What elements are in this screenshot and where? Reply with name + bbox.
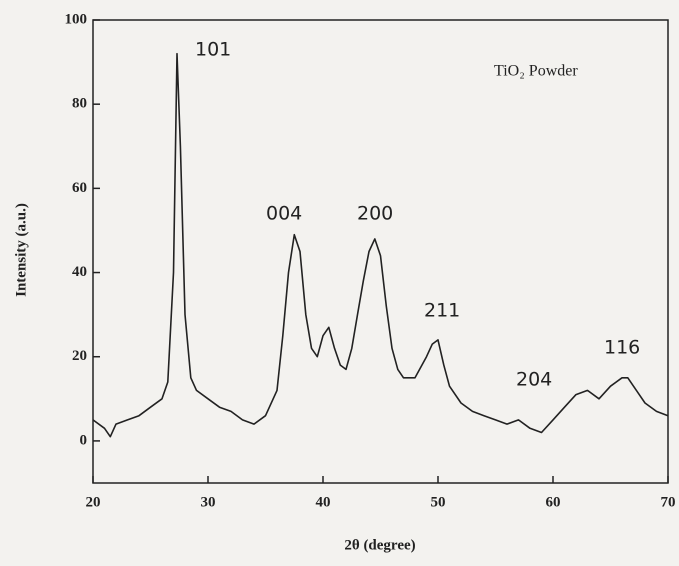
data-line [92, 52, 669, 438]
annotation: 204 [516, 369, 552, 391]
y-tick-label: 60 [72, 180, 87, 196]
annotation: 101 [195, 39, 231, 61]
x-tick-label: 40 [316, 494, 331, 510]
x-tick-label: 60 [546, 494, 561, 510]
x-tick-label: 70 [661, 494, 676, 510]
y-tick-label: 20 [72, 348, 87, 364]
annotation: TiO₂ Powder [494, 63, 578, 80]
x-tick-label: 50 [431, 494, 446, 510]
y-axis-label: Intensity (a.u.) [13, 203, 29, 297]
y-tick-label: 100 [65, 11, 88, 27]
annotation: 004 [266, 203, 302, 225]
x-tick-label: 30 [201, 494, 216, 510]
x-axis-label: 2θ (degree) [344, 537, 415, 553]
plot-frame [92, 19, 669, 484]
y-tick-label: 0 [80, 432, 88, 448]
x-tick-label: 20 [86, 494, 101, 510]
annotation: 116 [604, 337, 640, 359]
annotation: 211 [424, 300, 460, 322]
y-tick-label: 80 [72, 96, 87, 112]
annotation: 200 [357, 203, 393, 225]
y-tick-label: 40 [72, 264, 87, 280]
